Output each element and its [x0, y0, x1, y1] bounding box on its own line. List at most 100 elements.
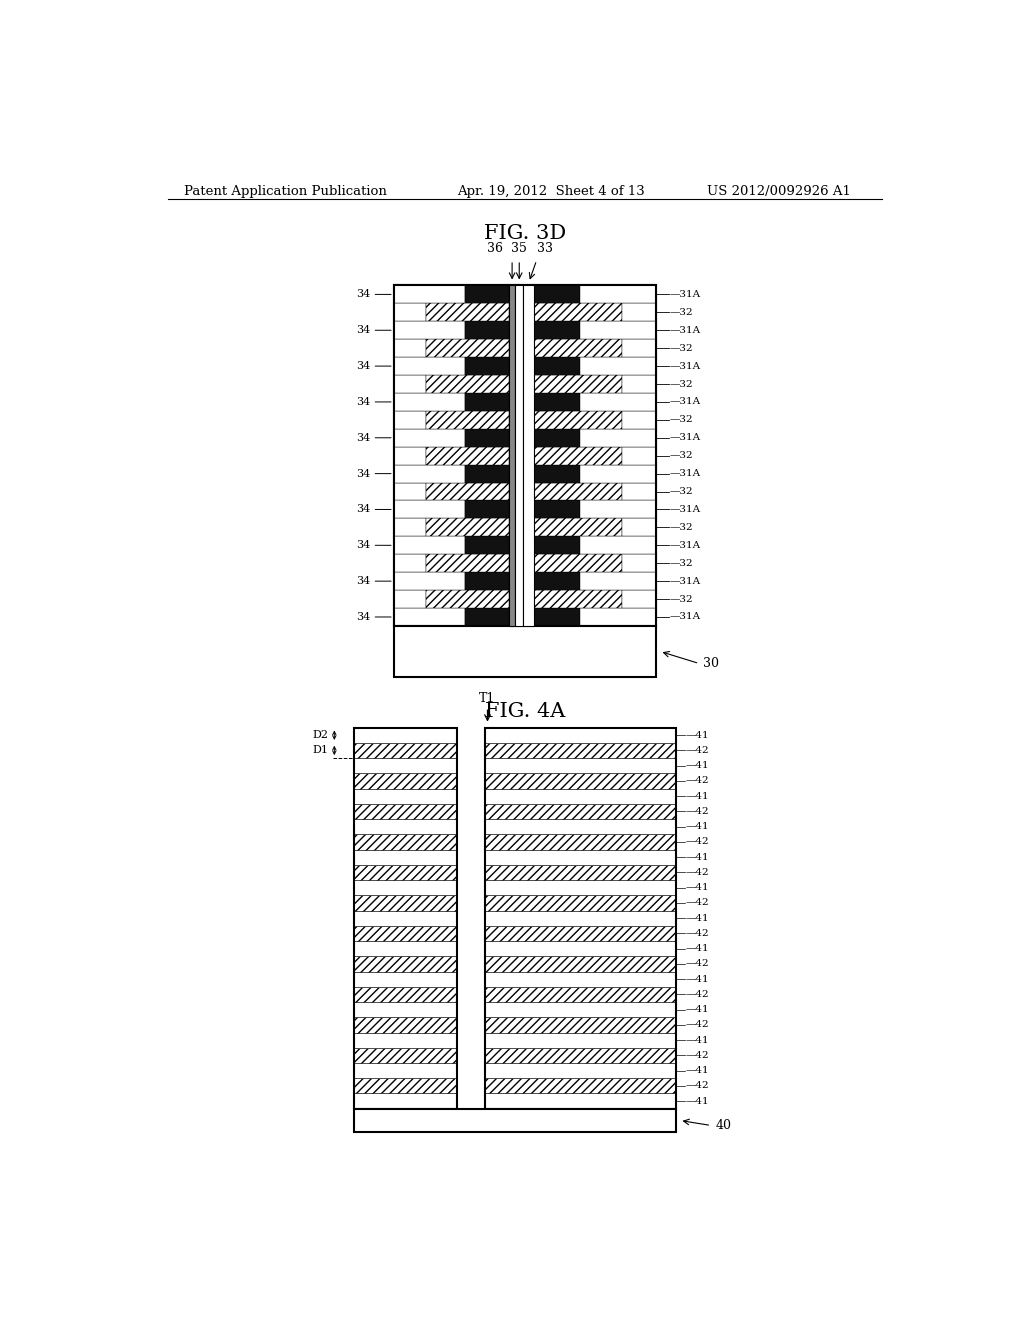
Bar — [426, 446, 509, 465]
Bar — [535, 304, 622, 321]
Bar — [485, 804, 676, 818]
Bar — [485, 972, 676, 987]
Text: —41: —41 — [686, 792, 710, 801]
Text: —41: —41 — [686, 853, 710, 862]
Bar — [622, 554, 655, 572]
Text: —42: —42 — [686, 899, 710, 907]
Bar — [535, 572, 581, 590]
Bar — [394, 321, 465, 339]
Bar — [394, 609, 465, 626]
Text: 34: 34 — [355, 612, 370, 622]
Text: —42: —42 — [686, 746, 710, 755]
Text: —42: —42 — [686, 960, 710, 969]
Bar — [485, 895, 676, 911]
Bar — [535, 429, 581, 446]
Bar — [581, 465, 655, 483]
Text: 34: 34 — [355, 289, 370, 300]
Bar — [485, 987, 676, 1002]
Bar — [485, 834, 676, 850]
Text: —41: —41 — [686, 762, 710, 770]
Bar — [485, 941, 676, 956]
Text: —42: —42 — [686, 869, 710, 876]
Text: FIG. 4A: FIG. 4A — [484, 702, 565, 721]
Bar — [394, 446, 426, 465]
Bar — [354, 925, 458, 941]
Bar — [465, 358, 509, 375]
Bar — [394, 375, 426, 393]
Bar — [535, 393, 581, 411]
Bar — [535, 446, 622, 465]
Text: —32: —32 — [670, 380, 693, 388]
Bar — [354, 743, 458, 758]
Text: 30: 30 — [703, 657, 720, 671]
Bar — [622, 483, 655, 500]
Bar — [354, 727, 458, 743]
Bar — [465, 429, 509, 446]
Text: —31A: —31A — [670, 506, 701, 513]
Bar — [465, 536, 509, 554]
Bar — [581, 285, 655, 304]
Bar — [394, 304, 426, 321]
Text: —42: —42 — [686, 776, 710, 785]
Bar — [426, 375, 509, 393]
Text: —42: —42 — [686, 807, 710, 816]
Text: —31A: —31A — [670, 612, 701, 622]
Bar — [426, 554, 509, 572]
Bar — [535, 411, 622, 429]
Text: —42: —42 — [686, 990, 710, 999]
Bar — [354, 972, 458, 987]
Text: 34: 34 — [355, 540, 370, 550]
Bar — [394, 536, 465, 554]
Text: —31A: —31A — [670, 469, 701, 478]
Bar — [354, 758, 458, 774]
Text: —31A: —31A — [670, 290, 701, 298]
Bar — [581, 321, 655, 339]
Bar — [394, 500, 465, 519]
Text: —41: —41 — [686, 822, 710, 832]
Bar — [394, 393, 465, 411]
Bar — [354, 1018, 458, 1032]
Bar — [581, 393, 655, 411]
Bar — [485, 925, 676, 941]
Bar — [394, 285, 655, 626]
Text: —42: —42 — [686, 837, 710, 846]
Bar — [485, 1032, 676, 1048]
Bar — [485, 1063, 676, 1078]
Text: D2: D2 — [312, 730, 329, 741]
Bar — [485, 1002, 676, 1018]
Bar — [426, 339, 509, 358]
Text: 34: 34 — [355, 433, 370, 442]
Bar — [581, 572, 655, 590]
Text: —41: —41 — [686, 913, 710, 923]
Bar — [535, 375, 622, 393]
Bar — [354, 865, 458, 880]
Bar — [581, 500, 655, 519]
Text: —42: —42 — [686, 1020, 710, 1030]
Text: —41: —41 — [686, 731, 710, 739]
Bar — [515, 285, 523, 626]
Text: 34: 34 — [355, 362, 370, 371]
Text: —32: —32 — [670, 487, 693, 496]
Bar — [426, 304, 509, 321]
Bar — [465, 500, 509, 519]
Bar — [354, 1078, 458, 1093]
Bar — [426, 590, 509, 609]
Bar — [535, 609, 581, 626]
Bar — [485, 1048, 676, 1063]
Bar — [354, 1063, 458, 1078]
Bar — [426, 411, 509, 429]
Text: —31A: —31A — [670, 362, 701, 371]
Text: —31A: —31A — [670, 541, 701, 550]
Text: FIG. 3D: FIG. 3D — [483, 224, 566, 243]
Text: —31A: —31A — [670, 433, 701, 442]
Bar — [485, 774, 676, 788]
Bar — [485, 911, 676, 925]
Bar — [354, 818, 458, 834]
Text: —41: —41 — [686, 1067, 710, 1074]
Bar — [535, 321, 581, 339]
Text: —31A: —31A — [670, 397, 701, 407]
Bar — [485, 743, 676, 758]
Bar — [535, 285, 581, 304]
Bar — [535, 590, 622, 609]
Bar — [354, 1093, 458, 1109]
